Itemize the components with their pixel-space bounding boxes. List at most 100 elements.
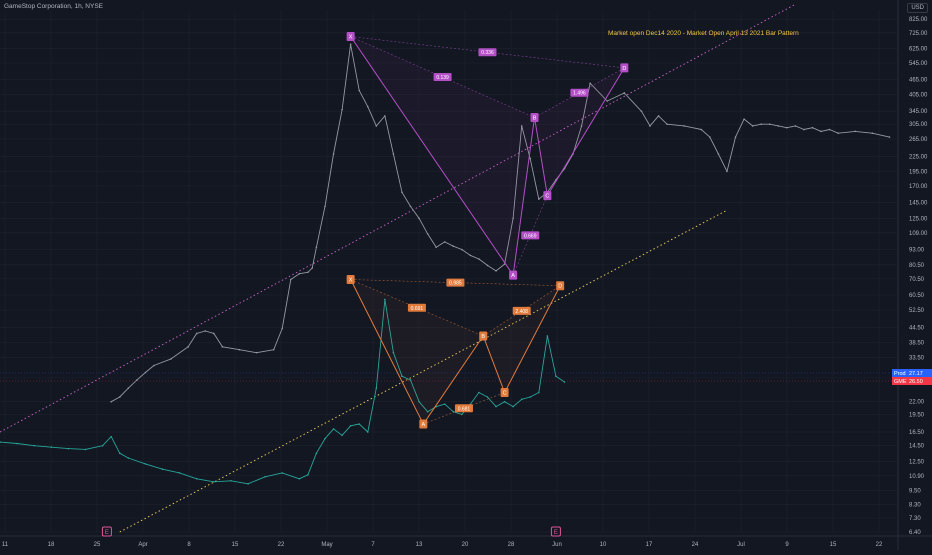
pattern-point-badge[interactable] bbox=[556, 281, 565, 291]
price-point bbox=[110, 400, 112, 403]
price-point bbox=[153, 364, 155, 367]
pattern-ratio-label: 0.139 bbox=[436, 75, 449, 81]
pattern-point-label: D bbox=[558, 284, 562, 290]
price-point bbox=[127, 457, 130, 459]
x-tick-label: 10 bbox=[600, 542, 607, 548]
price-label-box bbox=[892, 377, 932, 385]
pattern-point-label: X bbox=[349, 35, 353, 41]
price-point bbox=[161, 468, 164, 471]
pattern-point-badge[interactable] bbox=[479, 331, 488, 341]
price-point bbox=[503, 400, 506, 403]
price-point bbox=[495, 405, 497, 408]
x-tick-label: 22 bbox=[876, 542, 883, 548]
price-point bbox=[401, 375, 403, 378]
price-label-value: 26.50 bbox=[909, 379, 923, 385]
price-point bbox=[247, 483, 249, 485]
pattern-point-label: X bbox=[349, 278, 353, 284]
y-tick-label: 265.00 bbox=[909, 137, 928, 143]
price-point bbox=[854, 130, 857, 133]
pattern-leg bbox=[534, 117, 548, 196]
currency-button[interactable]: USD bbox=[907, 3, 928, 13]
price-point bbox=[315, 452, 318, 455]
price-point bbox=[657, 115, 660, 117]
price-point bbox=[264, 475, 266, 478]
price-point bbox=[401, 191, 403, 194]
price-point bbox=[289, 278, 292, 281]
price-point bbox=[666, 123, 668, 126]
pattern-point-badge[interactable] bbox=[543, 191, 552, 201]
price-point bbox=[213, 480, 215, 483]
y-tick-label: 195.00 bbox=[909, 169, 928, 175]
price-point bbox=[384, 115, 386, 117]
y-tick-label: 405.00 bbox=[909, 92, 928, 98]
price-point bbox=[33, 444, 36, 447]
pattern-ratio-line bbox=[512, 195, 548, 276]
price-point bbox=[623, 92, 626, 94]
y-tick-label: 52.50 bbox=[909, 308, 925, 314]
price-point bbox=[195, 332, 198, 335]
pattern-ratio-badge bbox=[433, 73, 452, 82]
pattern-point-badge[interactable] bbox=[500, 388, 509, 398]
pattern-ratio-label: 0.681 bbox=[458, 406, 471, 412]
pattern-ratio-label: 0.336 bbox=[481, 50, 494, 56]
price-point bbox=[777, 125, 780, 127]
pattern-point-badge[interactable] bbox=[346, 275, 355, 285]
pattern-ratio-badge bbox=[521, 231, 540, 240]
y-tick-label: 125.00 bbox=[909, 216, 928, 222]
price-point bbox=[751, 125, 754, 127]
earnings-event-marker[interactable] bbox=[101, 526, 112, 537]
price-point bbox=[101, 444, 104, 447]
price-point bbox=[512, 217, 514, 220]
price-point bbox=[871, 132, 874, 135]
pattern-point-badge[interactable] bbox=[530, 112, 539, 122]
pattern-ratio-badge bbox=[407, 303, 426, 312]
x-tick-label: May bbox=[321, 542, 332, 548]
price-point bbox=[281, 327, 284, 330]
price-point bbox=[760, 123, 762, 126]
price-point bbox=[794, 125, 797, 127]
price-point bbox=[640, 110, 643, 112]
x-tick-label: 28 bbox=[508, 542, 515, 548]
price-point bbox=[311, 267, 313, 269]
pattern-point-badge[interactable] bbox=[346, 32, 355, 42]
pattern-point-badge[interactable] bbox=[620, 63, 629, 73]
pattern-ratio-badge bbox=[446, 278, 465, 287]
price-point bbox=[734, 136, 737, 138]
y-tick-label: 109.00 bbox=[909, 231, 928, 237]
x-tick-label: 22 bbox=[278, 542, 285, 548]
price-point bbox=[538, 198, 540, 200]
price-point bbox=[0, 441, 1, 443]
y-tick-label: 44.50 bbox=[909, 325, 925, 331]
y-tick-label: 7.30 bbox=[909, 516, 921, 522]
price-point bbox=[324, 205, 326, 208]
pattern-fill bbox=[483, 285, 561, 393]
pattern-ratio-badge bbox=[454, 404, 473, 413]
y-tick-label: 465.00 bbox=[909, 78, 928, 84]
price-point bbox=[238, 348, 241, 351]
price-point bbox=[683, 125, 685, 127]
price-point bbox=[255, 351, 258, 354]
price-point bbox=[298, 272, 301, 275]
y-axis-panel[interactable] bbox=[898, 0, 932, 550]
pattern-point-badge[interactable] bbox=[419, 419, 428, 429]
price-point bbox=[315, 246, 318, 249]
price-point bbox=[16, 442, 18, 445]
pattern-leg bbox=[350, 36, 514, 276]
price-point bbox=[546, 335, 549, 337]
price-point bbox=[520, 125, 523, 127]
x-tick-label: 17 bbox=[646, 542, 653, 548]
price-point bbox=[341, 434, 343, 437]
price-point bbox=[426, 410, 429, 413]
price-label-name: GME bbox=[894, 379, 907, 385]
price-point bbox=[461, 413, 463, 416]
earnings-event-marker[interactable] bbox=[550, 526, 561, 537]
price-point bbox=[230, 479, 232, 482]
price-point bbox=[281, 472, 284, 474]
y-tick-label: 33.50 bbox=[909, 355, 925, 361]
pattern-ratio-badge bbox=[512, 306, 531, 315]
pattern-ratio-label: 0.691 bbox=[411, 306, 424, 312]
pattern-point-label: C bbox=[503, 391, 507, 397]
pattern-point-badge[interactable] bbox=[509, 270, 518, 280]
